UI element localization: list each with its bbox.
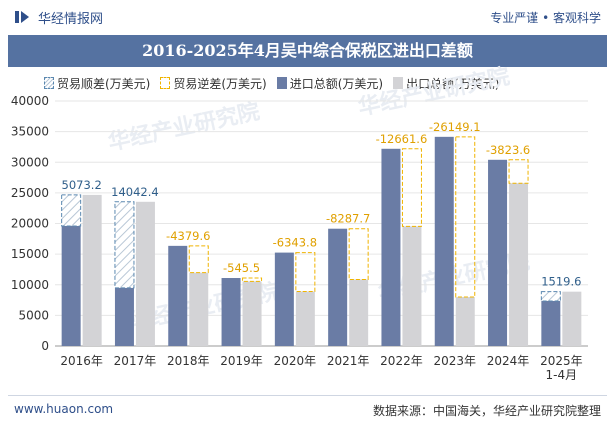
chart-legend: 贸易顺差(万美元) 贸易逆差(万美元) 进口总额(万美元) 出口总额(万美元) (44, 74, 510, 92)
legend-item-surplus: 贸易顺差(万美元) (44, 75, 150, 92)
legend-label-import: 进口总额(万美元) (289, 76, 384, 91)
legend-item-export: 出口总额(万美元) (393, 75, 500, 92)
import-bar (221, 278, 241, 346)
import-bar (168, 245, 188, 346)
export-bar (82, 194, 102, 346)
x-tick-label: 2025年 (540, 354, 583, 368)
legend-label-surplus: 贸易顺差(万美元) (57, 76, 151, 91)
watermark-text: 华经产业研究院 (106, 98, 262, 155)
huajing-logo-icon (15, 11, 29, 23)
legend-label-export: 出口总额(万美元) (406, 76, 500, 91)
deficit-bar (242, 277, 263, 282)
y-tick-label: 35000 (11, 125, 49, 139)
import-bar (488, 159, 508, 346)
balance-label: -4379.6 (166, 229, 210, 243)
balance-label: 1519.6 (541, 275, 581, 289)
y-tick-label: 30000 (11, 155, 49, 169)
legend-swatch-deficit (160, 77, 171, 89)
footer-url: www.huaon.com (14, 402, 114, 416)
balance-label: -6343.8 (273, 236, 317, 250)
import-bar (434, 136, 454, 346)
deficit-bar (455, 136, 476, 298)
legend-swatch-import (276, 77, 287, 89)
y-tick-label: 0 (41, 339, 49, 353)
x-tick-label: 1-4月 (546, 368, 578, 382)
balance-label: -545.5 (223, 261, 260, 275)
y-tick-label: 40000 (11, 94, 49, 108)
export-bar (402, 226, 422, 346)
deficit-bar (401, 148, 422, 227)
x-tick-label: 2022年 (380, 354, 423, 368)
export-bar (349, 279, 369, 346)
x-tick-label: 2017年 (114, 354, 157, 368)
balance-label: -8287.7 (326, 212, 370, 226)
deficit-bar (295, 252, 316, 292)
import-bar (61, 225, 81, 346)
surplus-bar (540, 291, 561, 302)
title-bar: 2016-2025年4月吴中综合保税区进出口差额 (8, 35, 607, 67)
footer-source: 数据来源：中国海关，华经产业研究院整理 (372, 404, 601, 418)
surplus-bar (61, 194, 82, 227)
top-bar: 华经情报网 专业严谨 • 客观科学 (0, 0, 615, 34)
y-tick-label: 5000 (18, 308, 49, 322)
import-bar (541, 300, 561, 346)
deficit-bar (348, 228, 369, 280)
chart-title: 2016-2025年4月吴中综合保税区进出口差额 (142, 41, 473, 60)
export-bar (242, 281, 262, 346)
x-tick-label: 2019年 (220, 354, 263, 368)
deficit-bar (508, 159, 529, 184)
import-bar (114, 287, 134, 346)
import-bar (328, 228, 348, 346)
y-tick-label: 15000 (11, 247, 49, 261)
legend-swatch-export (393, 77, 404, 89)
legend-item-import: 进口总额(万美元) (276, 75, 384, 92)
y-tick-label: 25000 (11, 186, 49, 200)
x-tick-label: 2023年 (433, 354, 476, 368)
x-tick-label: 2024年 (487, 354, 530, 368)
export-bar (509, 183, 529, 346)
surplus-bar (114, 201, 135, 289)
site-slogan: 专业严谨 • 客观科学 (490, 11, 601, 25)
x-tick-label: 2016年 (60, 354, 103, 368)
export-bar (295, 291, 315, 346)
balance-label: 14042.4 (111, 185, 159, 199)
balance-label: -3823.6 (486, 143, 530, 157)
legend-label-deficit: 贸易逆差(万美元) (173, 76, 267, 91)
balance-label: 5073.2 (62, 178, 102, 192)
footer-divider (8, 395, 607, 396)
export-bar (135, 201, 155, 346)
x-tick-label: 2018年 (167, 354, 210, 368)
y-tick-label: 10000 (11, 278, 49, 292)
balance-label: -26149.1 (429, 120, 481, 134)
chart-plot: 华经产业研究院华经产业研究院华经产业研究院华经产业研究院 05000100001… (11, 63, 588, 382)
x-tick-label: 2021年 (327, 354, 370, 368)
balance-label: -12661.6 (376, 132, 428, 146)
legend-swatch-surplus (44, 77, 54, 89)
site-name: 华经情报网 (38, 12, 104, 27)
import-bar (274, 252, 294, 346)
deficit-bar (188, 245, 209, 274)
y-tick-label: 20000 (11, 217, 49, 231)
export-bar (189, 272, 209, 346)
watermark-text: 华经产业研究院 (356, 63, 512, 120)
legend-item-deficit: 贸易逆差(万美元) (160, 75, 267, 92)
export-bar (455, 296, 475, 346)
x-tick-label: 2020年 (274, 354, 317, 368)
import-bar (381, 148, 401, 346)
export-bar (562, 291, 582, 346)
